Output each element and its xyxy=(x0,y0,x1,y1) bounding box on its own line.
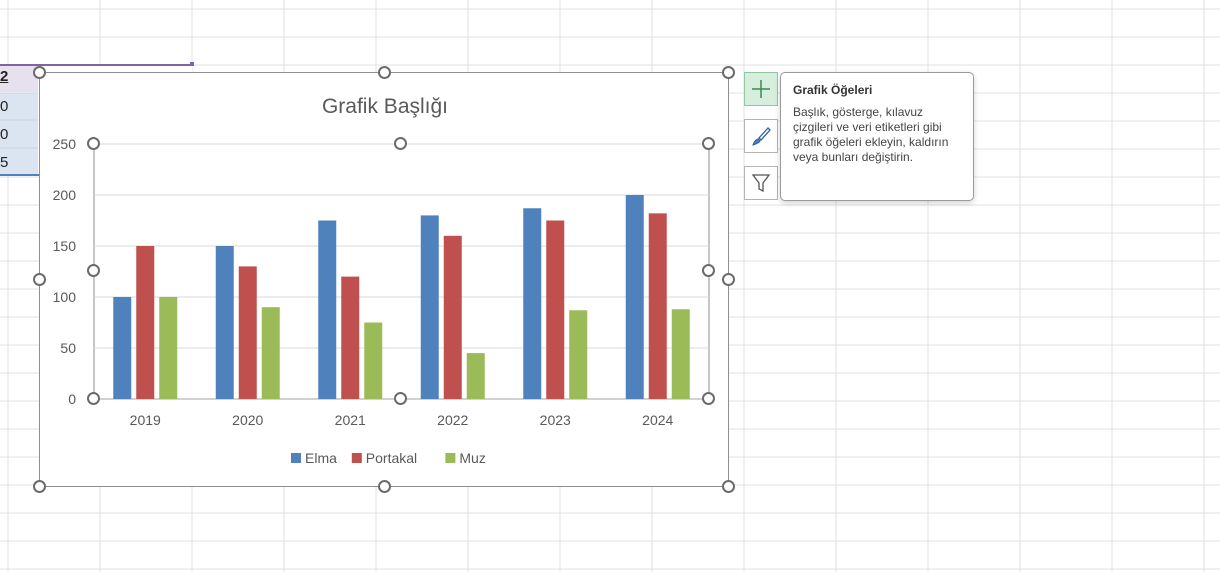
x-tick-label: 2019 xyxy=(130,412,161,428)
chart-elements-tooltip: Grafik Öğeleri Başlık, gösterge, kılavuz… xyxy=(780,72,974,201)
resize-handle[interactable] xyxy=(722,480,735,493)
plot-area[interactable] xyxy=(93,143,710,400)
data-cell-fill xyxy=(0,93,38,176)
resize-handle[interactable] xyxy=(87,264,100,277)
y-tick-label: 200 xyxy=(53,187,77,203)
bar-elma-2024[interactable] xyxy=(625,195,644,399)
x-tick-label: 2021 xyxy=(335,412,366,428)
chart-styles-button[interactable] xyxy=(744,119,778,153)
legend-swatch-muz xyxy=(445,453,456,463)
chart-elements-button[interactable] xyxy=(744,72,778,106)
resize-handle[interactable] xyxy=(394,137,407,150)
chart-area[interactable]: Grafik Başlığı 0 50 100 150 200 250 2019 2020 202… xyxy=(39,72,729,487)
y-tick-label: 0 xyxy=(68,391,76,407)
resize-handle[interactable] xyxy=(33,480,46,493)
resize-handle[interactable] xyxy=(33,273,46,286)
bar-portakal-2021[interactable] xyxy=(341,276,360,399)
bar-muz-2021[interactable] xyxy=(364,322,383,400)
legend-label-muz: Muz xyxy=(459,450,485,466)
bar-elma-2023[interactable] xyxy=(523,208,542,399)
resize-handle[interactable] xyxy=(722,273,735,286)
tooltip-body: Başlık, gösterge, kılavuz çizgileri ve v… xyxy=(793,105,949,164)
funnel-icon xyxy=(751,174,771,193)
resize-handle[interactable] xyxy=(378,66,391,79)
bar-muz-2022[interactable] xyxy=(466,353,485,399)
y-tick-label: 150 xyxy=(53,238,77,254)
chart-legend[interactable]: Elma Portakal Muz xyxy=(291,450,486,466)
resize-handle[interactable] xyxy=(87,137,100,150)
bar-elma-2021[interactable] xyxy=(318,220,337,400)
x-tick-label: 2022 xyxy=(437,412,468,428)
legend-label-elma: Elma xyxy=(305,450,337,466)
tooltip-title: Grafik Öğeleri xyxy=(793,83,873,97)
resize-handle[interactable] xyxy=(87,392,100,405)
resize-handle[interactable] xyxy=(702,264,715,277)
resize-handle[interactable] xyxy=(702,137,715,150)
header-cell-fill xyxy=(0,66,38,92)
cell-fragment-header[interactable]: 2 xyxy=(0,68,9,85)
x-tick-label: 2024 xyxy=(642,412,673,428)
resize-handle[interactable] xyxy=(33,66,46,79)
resize-handle[interactable] xyxy=(702,392,715,405)
bar-muz-2024[interactable] xyxy=(671,309,690,399)
brush-icon xyxy=(752,127,771,146)
y-tick-label: 50 xyxy=(60,340,76,356)
bar-portakal-2020[interactable] xyxy=(238,266,257,399)
bar-portakal-2023[interactable] xyxy=(546,220,565,400)
bar-portakal-2022[interactable] xyxy=(443,235,462,399)
plus-icon xyxy=(752,80,770,98)
legend-swatch-portakal xyxy=(351,453,362,463)
chart-filters-button[interactable] xyxy=(744,166,778,200)
cell-fragment[interactable]: 5 xyxy=(0,154,9,171)
bar-portakal-2019[interactable] xyxy=(136,246,155,399)
bar-muz-2019[interactable] xyxy=(159,297,178,399)
resize-handle[interactable] xyxy=(722,66,735,79)
bar-elma-2020[interactable] xyxy=(215,246,234,399)
resize-handle[interactable] xyxy=(378,480,391,493)
column-chart: Grafik Başlığı 0 50 100 150 200 250 2019 2020 202… xyxy=(53,95,710,466)
legend-swatch-elma xyxy=(291,453,301,463)
x-tick-label: 2020 xyxy=(232,412,263,428)
legend-label-portakal: Portakal xyxy=(366,450,417,466)
y-tick-label: 100 xyxy=(53,289,77,305)
chart-title[interactable]: Grafik Başlığı xyxy=(322,95,448,118)
x-tick-label: 2023 xyxy=(540,412,571,428)
bar-elma-2019[interactable] xyxy=(113,297,132,399)
bar-muz-2023[interactable] xyxy=(569,310,588,399)
bar-elma-2022[interactable] xyxy=(420,215,439,399)
bar-muz-2020[interactable] xyxy=(261,307,280,399)
cell-fragment[interactable]: 0 xyxy=(0,98,9,115)
bar-portakal-2024[interactable] xyxy=(648,213,667,399)
cell-fragment[interactable]: 0 xyxy=(0,126,9,143)
resize-handle[interactable] xyxy=(394,392,407,405)
y-tick-label: 250 xyxy=(53,136,77,152)
